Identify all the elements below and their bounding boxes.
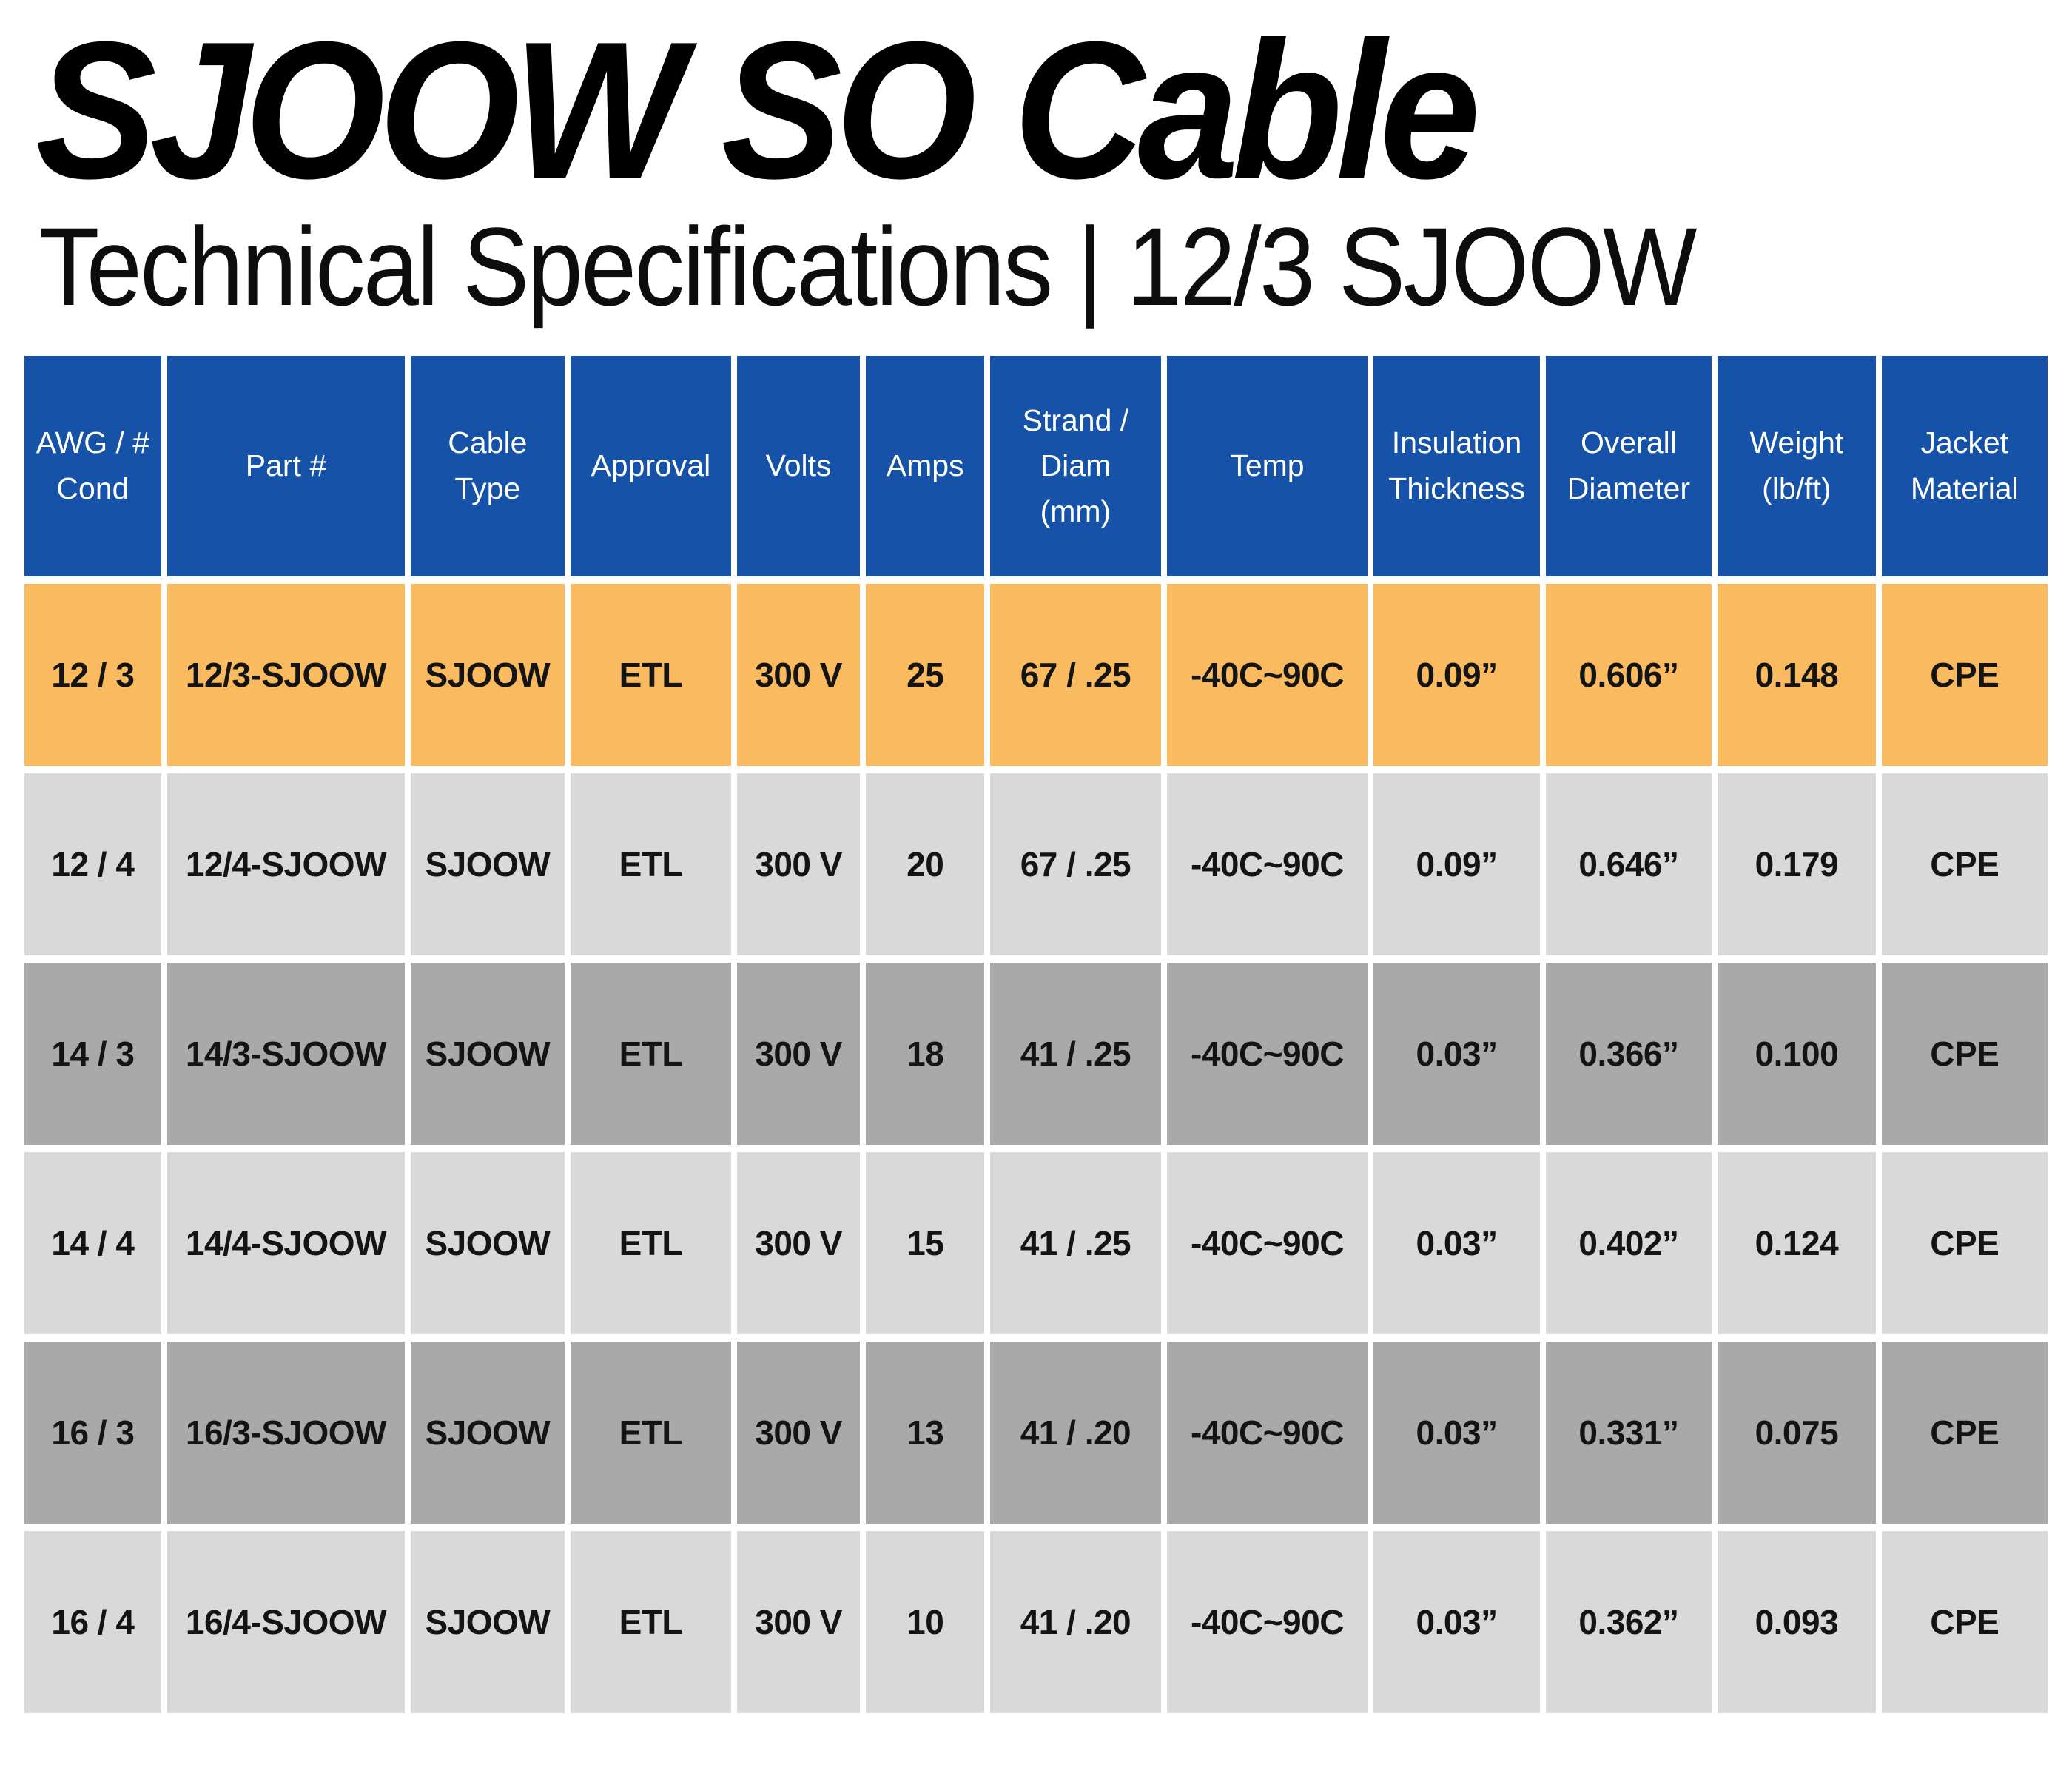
cell-r3-c7: -40C~90C <box>1166 1151 1368 1334</box>
cell-r5-c7: -40C~90C <box>1166 1530 1368 1713</box>
cell-r1-c5: 20 <box>866 773 985 955</box>
cell-r0-c4: 300 V <box>737 583 861 766</box>
cell-r3-c2: SJOOW <box>411 1151 565 1334</box>
cell-r4-c3: ETL <box>570 1341 732 1524</box>
cell-r5-c8: 0.03” <box>1373 1530 1540 1713</box>
header-cell-10: Weight (lb/ft) <box>1718 355 1876 576</box>
cell-r4-c2: SJOOW <box>411 1341 565 1524</box>
spec-sheet-page: SJOOW SO Cable Technical Specifications … <box>24 1 2048 1713</box>
cell-r0-c6: 67 / .25 <box>990 583 1161 766</box>
cell-r0-c11: CPE <box>1881 583 2048 766</box>
cell-r5-c9: 0.362” <box>1545 1530 1712 1713</box>
cell-r4-c6: 41 / .20 <box>990 1341 1161 1524</box>
cell-r1-c7: -40C~90C <box>1166 773 1368 955</box>
cell-r0-c9: 0.606” <box>1545 583 1712 766</box>
cell-r3-c6: 41 / .25 <box>990 1151 1161 1334</box>
cell-r2-c3: ETL <box>570 962 732 1145</box>
cell-r1-c8: 0.09” <box>1373 773 1540 955</box>
cell-r4-c9: 0.331” <box>1545 1341 1712 1524</box>
cell-r5-c4: 300 V <box>737 1530 861 1713</box>
header-cell-4: Volts <box>737 355 861 576</box>
cell-r4-c7: -40C~90C <box>1166 1341 1368 1524</box>
cell-r4-c11: CPE <box>1881 1341 2048 1524</box>
cell-r1-c11: CPE <box>1881 773 2048 955</box>
cell-r0-c10: 0.148 <box>1718 583 1876 766</box>
cell-r5-c10: 0.093 <box>1718 1530 1876 1713</box>
cell-r1-c3: ETL <box>570 773 732 955</box>
cell-r3-c8: 0.03” <box>1373 1151 1540 1334</box>
cell-r5-c1: 16/4-SJOOW <box>166 1530 406 1713</box>
cell-r1-c2: SJOOW <box>411 773 565 955</box>
cell-r2-c6: 41 / .25 <box>990 962 1161 1145</box>
page-title: SJOOW SO Cable <box>36 1 1481 219</box>
cell-r1-c4: 300 V <box>737 773 861 955</box>
cell-r1-c6: 67 / .25 <box>990 773 1161 955</box>
cell-r2-c1: 14/3-SJOOW <box>166 962 406 1145</box>
cell-r3-c10: 0.124 <box>1718 1151 1876 1334</box>
cell-r4-c0: 16 / 3 <box>24 1341 161 1524</box>
cell-r4-c1: 16/3-SJOOW <box>166 1341 406 1524</box>
cell-r3-c9: 0.402” <box>1545 1151 1712 1334</box>
cell-r3-c3: ETL <box>570 1151 732 1334</box>
header-cell-2: Cable Type <box>411 355 565 576</box>
cell-r5-c0: 16 / 4 <box>24 1530 161 1713</box>
cell-r1-c9: 0.646” <box>1545 773 1712 955</box>
cell-r3-c5: 15 <box>866 1151 985 1334</box>
cell-r5-c6: 41 / .20 <box>990 1530 1161 1713</box>
cell-r5-c2: SJOOW <box>411 1530 565 1713</box>
cell-r0-c1: 12/3-SJOOW <box>166 583 406 766</box>
header-cell-8: Insulation Thickness <box>1373 355 1540 576</box>
cell-r5-c5: 10 <box>866 1530 985 1713</box>
cell-r3-c11: CPE <box>1881 1151 2048 1334</box>
cell-r1-c10: 0.179 <box>1718 773 1876 955</box>
cell-r2-c5: 18 <box>866 962 985 1145</box>
cell-r2-c4: 300 V <box>737 962 861 1145</box>
cell-r2-c8: 0.03” <box>1373 962 1540 1145</box>
header-cell-1: Part # <box>166 355 406 576</box>
cell-r1-c0: 12 / 4 <box>24 773 161 955</box>
header-cell-0: AWG / # Cond <box>24 355 161 576</box>
cell-r2-c0: 14 / 3 <box>24 962 161 1145</box>
cell-r4-c8: 0.03” <box>1373 1341 1540 1524</box>
cell-r5-c3: ETL <box>570 1530 732 1713</box>
header-cell-11: Jacket Material <box>1881 355 2048 576</box>
header-cell-3: Approval <box>570 355 732 576</box>
cell-r0-c8: 0.09” <box>1373 583 1540 766</box>
cell-r2-c10: 0.100 <box>1718 962 1876 1145</box>
cell-r3-c1: 14/4-SJOOW <box>166 1151 406 1334</box>
header-cell-5: Amps <box>866 355 985 576</box>
page-subtitle: Technical Specifications | 12/3 SJOOW <box>38 204 1697 329</box>
cell-r4-c10: 0.075 <box>1718 1341 1876 1524</box>
cell-r0-c2: SJOOW <box>411 583 565 766</box>
cell-r3-c0: 14 / 4 <box>24 1151 161 1334</box>
cell-r4-c4: 300 V <box>737 1341 861 1524</box>
cell-r3-c4: 300 V <box>737 1151 861 1334</box>
header-cell-9: Overall Diameter <box>1545 355 1712 576</box>
cell-r2-c11: CPE <box>1881 962 2048 1145</box>
cell-r0-c7: -40C~90C <box>1166 583 1368 766</box>
cell-r0-c5: 25 <box>866 583 985 766</box>
cell-r2-c9: 0.366” <box>1545 962 1712 1145</box>
cell-r2-c2: SJOOW <box>411 962 565 1145</box>
cell-r0-c0: 12 / 3 <box>24 583 161 766</box>
cell-r1-c1: 12/4-SJOOW <box>166 773 406 955</box>
cell-r5-c11: CPE <box>1881 1530 2048 1713</box>
cell-r2-c7: -40C~90C <box>1166 962 1368 1145</box>
header-cell-7: Temp <box>1166 355 1368 576</box>
spec-table: AWG / # Cond Part # Cable Type Approval Volt… <box>24 355 2048 1713</box>
header-cell-6: Strand / Diam (mm) <box>990 355 1161 576</box>
cell-r0-c3: ETL <box>570 583 732 766</box>
cell-r4-c5: 13 <box>866 1341 985 1524</box>
